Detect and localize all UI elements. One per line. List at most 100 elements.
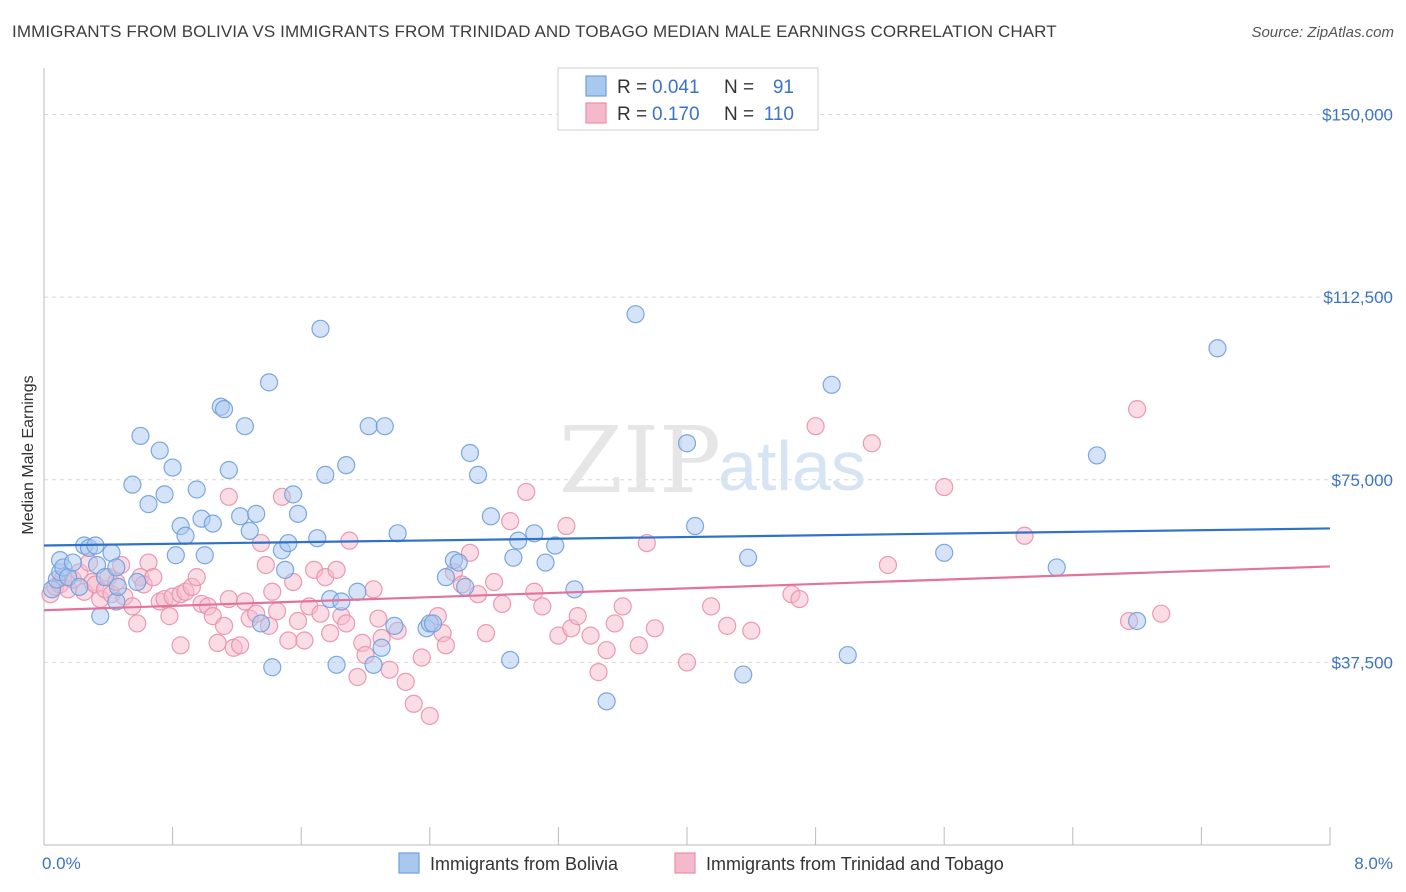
bolivia-point-54: [359, 417, 378, 436]
trinidad-point-112: [1015, 526, 1034, 545]
trinidad-point-70: [380, 660, 399, 679]
bolivia-point-86: [1047, 558, 1066, 577]
bolivia-point-79: [677, 434, 697, 453]
trinidad-point-96: [597, 641, 616, 660]
bolivia-point-66: [456, 577, 475, 596]
trinidad-point-68: [369, 609, 388, 628]
bolivia-point-70: [501, 650, 520, 670]
bolivia-point-76: [565, 580, 584, 599]
y-tick-label-3: $150,000: [1322, 106, 1393, 125]
trinidad-point-84: [485, 572, 504, 592]
bolivia-point-16: [91, 607, 110, 626]
bolivia-point-67: [460, 443, 480, 463]
trinidad-point-105: [742, 621, 761, 640]
trinidad-point-97: [605, 614, 624, 633]
trinidad-point-93: [568, 607, 587, 626]
bolivia-point-89: [1208, 339, 1227, 358]
bolivia-point-77: [597, 692, 616, 711]
trinidad-point-19: [128, 614, 147, 633]
trinidad-point-114: [1152, 604, 1171, 623]
bolivia-point-19: [131, 426, 150, 446]
bolivia-point-7: [70, 577, 89, 596]
trinidad-point-59: [321, 624, 340, 643]
trinidad-point-60: [327, 560, 346, 579]
bolivia-point-75: [546, 536, 565, 555]
trinidad-point-104: [718, 616, 737, 635]
x-tick-labels: 0.0% 8.0%: [42, 854, 1393, 873]
trinidad-point-101: [645, 619, 664, 638]
correlation-legend: R = 0.041 N = 91 R = 0.170 N = 110: [557, 67, 819, 131]
trinidad-point-87: [517, 482, 536, 502]
trinidad-point-72: [396, 672, 415, 691]
bolivia-point-62: [423, 614, 443, 633]
bolivia-point-80: [685, 516, 705, 536]
bolivia-point-14: [107, 558, 126, 577]
trinidad-point-94: [581, 626, 600, 645]
bolivia-point-50: [327, 655, 346, 674]
bolivia-point-87: [1087, 446, 1107, 465]
trinidad-point-41: [231, 636, 250, 655]
bolivia-point-73: [525, 524, 544, 543]
bolivia-point-56: [372, 638, 391, 657]
y-tick-labels: $37,500 $75,000 $112,500 $150,000: [1322, 106, 1393, 673]
legend-r-label-1: R =: [617, 77, 647, 98]
trinidad-point-26: [160, 607, 179, 626]
bolivia-point-6: [63, 553, 83, 572]
bottom-legend-trinidad: Immigrants from Trinidad and Tobago: [706, 854, 1004, 874]
bolivia-point-65: [449, 553, 468, 572]
legend-swatch-trinidad: [585, 102, 607, 124]
y-axis-title: Median Male Earnings: [20, 375, 37, 534]
bolivia-point-90: [128, 572, 147, 592]
legend-r-value-2: 0.170: [652, 104, 700, 125]
bolivia-point-72: [509, 531, 528, 550]
trinidad-point-29: [171, 636, 190, 655]
bolivia-point-35: [231, 507, 250, 526]
watermark-atlas: atlas: [718, 427, 866, 505]
legend-swatch-bolivia: [585, 75, 607, 97]
bolivia-point-20: [139, 495, 158, 514]
trinidad-point-109: [862, 434, 881, 453]
legend-n-label-2: N =: [724, 104, 754, 125]
trinidad-point-46: [256, 555, 275, 575]
trinidad-point-100: [637, 533, 656, 553]
trinidad-point-73: [404, 694, 423, 713]
trend-lines: [43, 527, 1331, 612]
bolivia-point-29: [203, 514, 222, 533]
bolivia-point-85: [935, 543, 954, 562]
trinidad-point-54: [295, 631, 314, 650]
bolivia-point-68: [468, 465, 488, 484]
bolivia-point-21: [150, 441, 169, 460]
bolivia-point-57: [375, 417, 394, 436]
trinidad-point-111: [935, 477, 954, 497]
bolivia-point-39: [259, 373, 279, 392]
bolivia-point-48: [316, 465, 335, 484]
trinidad-point-103: [702, 597, 721, 616]
trinidad-point-98: [613, 597, 632, 616]
bolivia-point-24: [166, 546, 185, 565]
x-tick-max: 8.0%: [1354, 854, 1393, 873]
bolivia-point-82: [738, 548, 758, 567]
trinidad-point-37: [214, 616, 234, 635]
bolivia-point-53: [348, 582, 367, 601]
x-tick-min: 0.0%: [42, 854, 81, 873]
legend-r-label-2: R =: [617, 104, 647, 125]
bolivia-point-63: [436, 568, 455, 587]
trinidad-point-95: [589, 663, 608, 682]
bolivia-point-58: [385, 616, 404, 635]
bolivia-point-37: [247, 504, 266, 523]
bolivia-point-47: [311, 319, 330, 338]
bolivia-point-22: [155, 485, 174, 504]
legend-n-value-2: 110: [764, 104, 794, 125]
trinidad-point-39: [219, 487, 238, 506]
bolivia-point-69: [481, 507, 500, 526]
y-tick-label-1: $75,000: [1332, 471, 1393, 490]
bolivia-point-34: [235, 417, 255, 436]
watermark: ZIP atlas: [559, 407, 866, 514]
trinidad-point-42: [235, 592, 255, 611]
bottom-legend-swatch-trinidad: [674, 852, 696, 874]
trinidad-point-48: [263, 582, 282, 601]
bolivia-point-38: [251, 614, 271, 633]
trend-line-bolivia: [43, 527, 1331, 547]
bolivia-point-30: [195, 546, 214, 565]
source-credit: Source: ZipAtlas.com: [1251, 24, 1394, 41]
